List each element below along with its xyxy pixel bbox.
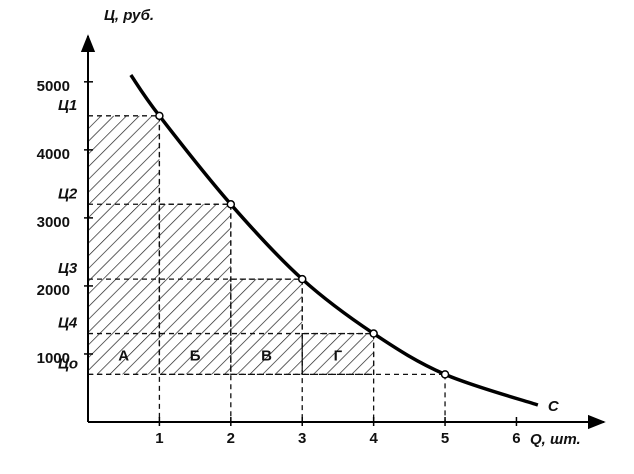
price-tick-label: Ц1 [58, 97, 77, 114]
areas: А Б В Г [87, 115, 375, 375]
curve-label: C [548, 398, 560, 415]
y-tick-label: 5000 [37, 78, 70, 95]
area-label: Г [334, 347, 343, 364]
area-label: А [118, 347, 129, 364]
x-tick-label: 6 [512, 430, 520, 447]
y-tick-label: 1000 [37, 350, 70, 367]
x-axis-label: Q, шт. [530, 431, 581, 448]
y-tick-label: 2000 [37, 282, 70, 299]
x-tick-label: 2 [227, 430, 235, 447]
point [226, 200, 236, 209]
point [155, 111, 164, 121]
y-axis-label: Ц, руб. [104, 7, 154, 24]
hatched-area [230, 278, 303, 375]
area-label: В [261, 347, 272, 364]
y-tick-label: 4000 [37, 146, 70, 163]
x-tick-label: 1 [155, 430, 163, 447]
point [440, 370, 450, 379]
x-tick-label: 3 [298, 430, 306, 447]
point [369, 329, 378, 338]
point [297, 274, 307, 284]
guides [88, 115, 446, 422]
price-tick-label: Ц4 [58, 315, 78, 332]
hatched-area [158, 203, 232, 375]
price-tick-label: Ц2 [58, 185, 78, 202]
hatched-area [87, 115, 161, 375]
x-tick-label: 5 [441, 430, 449, 447]
x-tick-label: 4 [369, 430, 378, 447]
y-tick-label: 3000 [37, 214, 70, 231]
price-tick-label: Цо [58, 355, 78, 372]
area-label: Б [190, 347, 201, 364]
price-tick-label: Ц3 [58, 260, 78, 277]
